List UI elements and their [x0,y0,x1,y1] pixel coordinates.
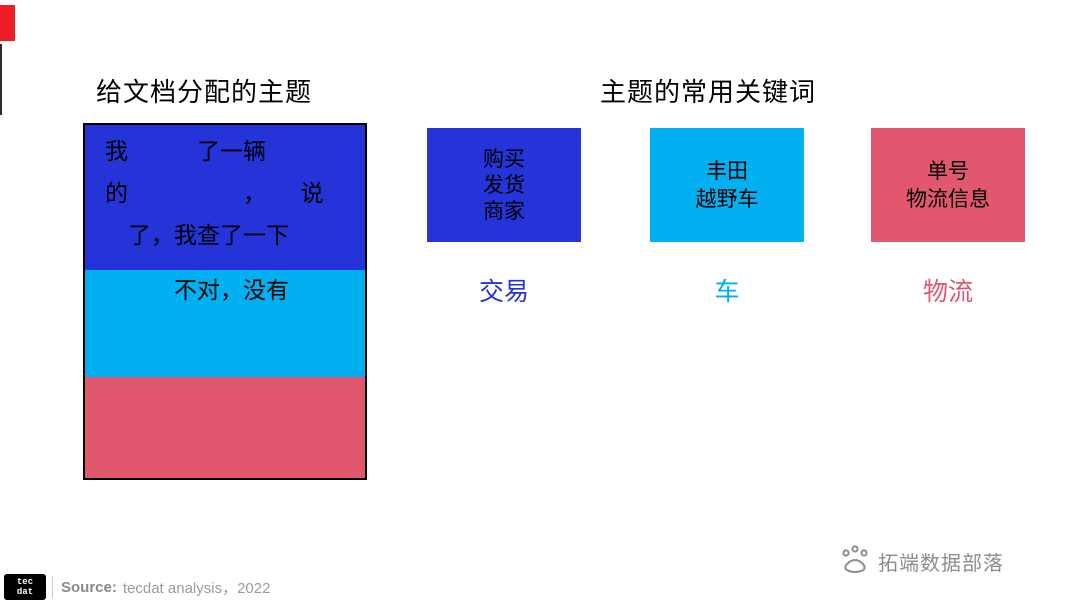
document-text-line: 我 了一辆 [105,139,266,164]
corner-edge-line [0,44,2,115]
corner-red-marker [0,5,15,41]
topic-label-transaction: 交易 [478,279,529,306]
topic-keyword: 越野车 [695,187,759,211]
watermark: 拓端数据部落 [838,544,1004,579]
paw-logo-icon [838,544,872,579]
document-text-line: 不对，没有 [105,278,289,303]
document-text-line: 了，我查了一下 [105,223,289,248]
watermark-text: 拓端数据部落 [878,553,1004,575]
footer-divider [52,576,53,598]
topic-keywords-box-car: 丰田 越野车 [650,128,804,242]
source-value: tecdat analysis，2022 [122,579,271,597]
topic-keyword: 发货 [483,173,525,197]
document-text-line: 的 ， 说 [105,181,324,206]
right-section-title: 主题的常用关键词 [600,78,817,107]
topic-keyword: 购买 [483,147,525,171]
topic-keyword: 商家 [483,199,525,223]
topic-keywords-box-transaction: 购买 发货 商家 [427,128,581,242]
tecdat-logo-text: dat [16,587,34,597]
source-label: Source: [61,578,117,596]
topic-keyword: 物流信息 [906,187,990,211]
document-section-car: 不对，没有 [85,270,365,377]
left-section-title: 给文档分配的主题 [96,78,313,107]
topic-keywords-box-logistics: 单号 物流信息 [871,128,1025,242]
topic-keyword: 丰田 [706,159,748,183]
topic-keyword: 单号 [927,159,969,183]
footer-source-bar: tec dat Source: tecdat analysis，2022 [4,574,270,600]
topic-label-car: 车 [714,279,740,306]
document-section-logistics [85,377,365,478]
document-section-transaction: 我 了一辆 的 ， 说 了，我查了一下 [85,125,365,270]
topic-label-logistics: 物流 [922,279,973,306]
tecdat-logo: tec dat [4,574,46,600]
document-topic-box: 我 了一辆 的 ， 说 了，我查了一下 不对，没有 [83,123,367,480]
tecdat-logo-text: tec [16,577,34,587]
